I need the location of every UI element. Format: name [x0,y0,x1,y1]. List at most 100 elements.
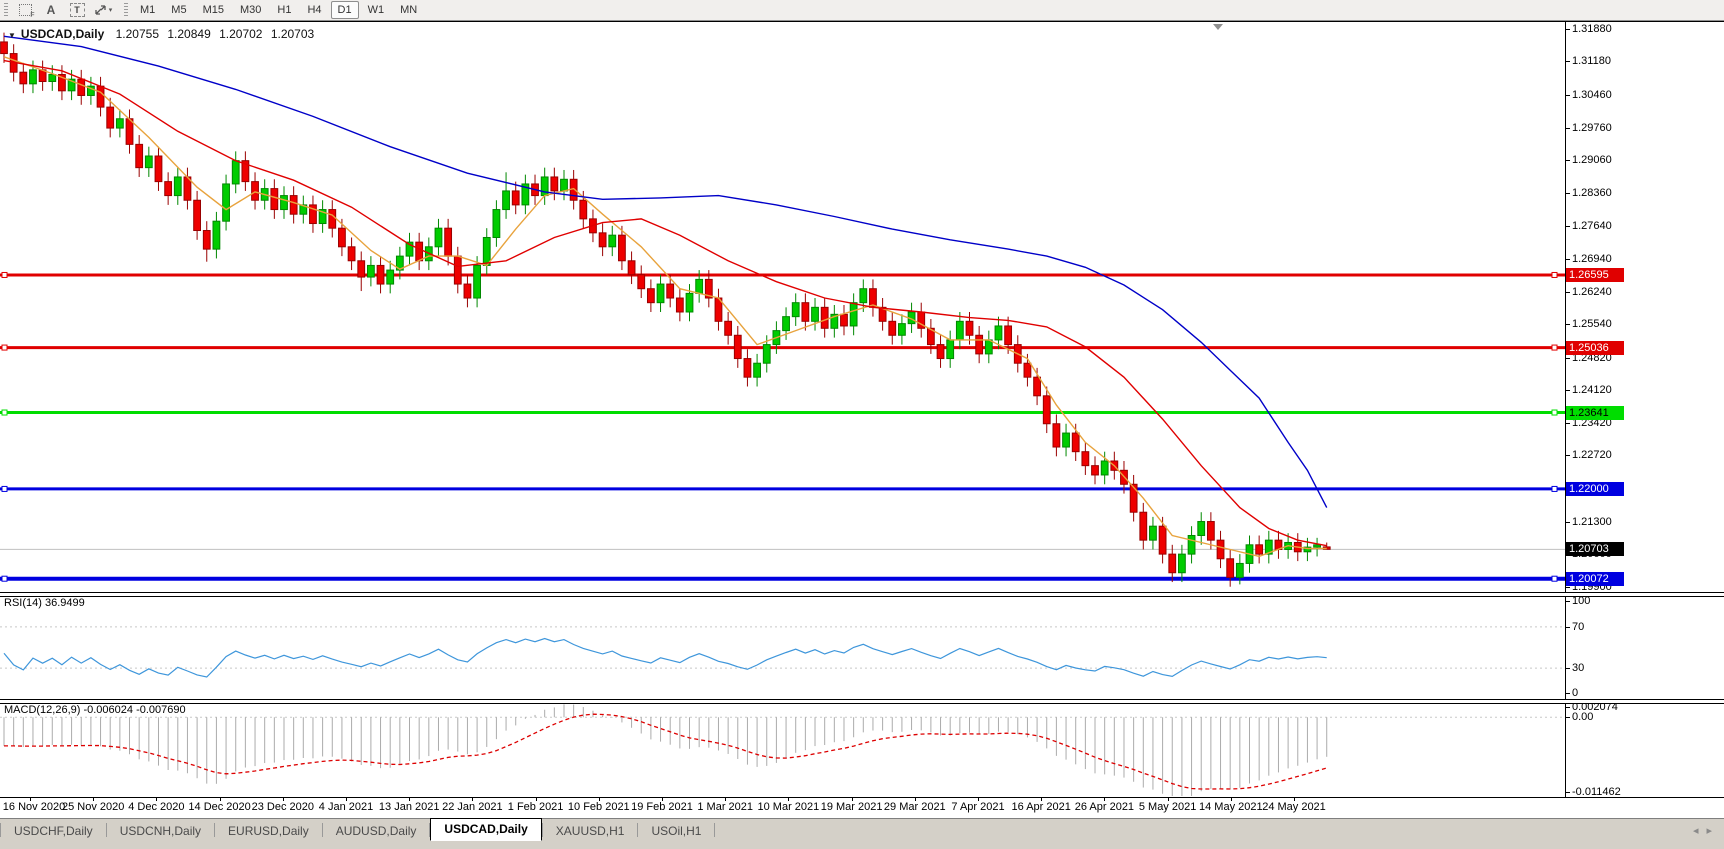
tab-audusd-daily[interactable]: AUDUSD,Daily [335,824,417,838]
date-label: 19 Mar 2021 [820,801,883,813]
price-axis-label: 1.21300 [1572,515,1612,528]
chart-window-top-border [0,21,1724,22]
label-tool-button[interactable]: A [40,1,62,19]
time-axis[interactable] [0,798,1724,818]
tab-xauusd-h1[interactable]: XAUUSD,H1 [555,824,625,838]
dotted-grid-icon: F [18,4,35,19]
freehand-tool-button[interactable]: F [14,1,36,19]
chart-symbol: USDCAD,Daily [20,27,105,41]
date-tick [725,798,727,801]
date-tick [346,798,347,801]
tab-divider [214,823,216,837]
timeframe-button-M1[interactable]: M1 [140,4,156,16]
top-toolbar: F A T ▾ M1 M5 M15 M30 H1 H4 D1 W1 MN [0,0,1724,21]
ohlc-close: 1.20703 [270,27,315,41]
text-box-icon: T [69,3,85,17]
price-axis-label: 1.23420 [1572,416,1612,429]
date-tick [1041,798,1043,801]
ohlc-open: 1.20755 [115,27,160,41]
panel-separator-rsi[interactable] [0,592,1724,597]
rsi-tick [1565,693,1570,694]
date-label: 13 Jan 2021 [378,801,440,813]
price-tick [1565,390,1570,392]
date-tick [1294,798,1295,801]
date-tick [472,798,474,801]
chart-background [0,22,1724,818]
tab-divider [0,823,1,837]
date-label: 5 May 2021 [1138,801,1197,813]
timeframe-button-W1[interactable]: W1 [367,4,385,16]
arrows-tool-button[interactable]: ▾ [92,1,114,19]
date-label: 4 Jan 2021 [318,801,374,813]
timeframe-button-H4[interactable]: H4 [307,4,322,16]
date-tick [978,798,979,801]
panel-separator-macd[interactable] [0,699,1724,704]
tab-scroll-right-icon[interactable]: ▸ [1706,824,1712,837]
tab-scroll-left-icon[interactable]: ◂ [1692,824,1699,837]
timeframe-button-D1[interactable]: D1 [330,1,359,19]
timeframe-button-M15[interactable]: M15 [202,4,224,16]
price-tick [1565,291,1570,293]
price-axis-label: 1.24820 [1572,351,1612,364]
price-tick [1565,61,1570,63]
timeframe-button-M30[interactable]: M30 [239,4,262,16]
date-label: 10 Feb 2021 [567,801,630,813]
price-tick [1565,521,1570,523]
timeframe-button-H1[interactable]: H1 [277,4,292,16]
date-tick [30,798,31,801]
price-tick [1565,226,1570,228]
tab-eurusd-daily[interactable]: EURUSD,Daily [228,824,309,838]
price-axis-label: 1.25540 [1572,318,1612,331]
text-tool-button[interactable]: T [66,1,88,19]
date-label: 23 Dec 2020 [251,801,314,813]
macd-axis-label: 0.002074 [1572,701,1618,713]
date-tick [535,798,537,801]
price-axis-label: 1.29760 [1572,121,1612,134]
date-tick [219,798,221,801]
timeframe-button-group: M1 M5 M15 M30 H1 H4 D1 W1 MN [132,1,425,19]
level-price-badge: 1.22000 [1566,481,1624,496]
price-tick [1565,422,1570,424]
macd-bottom-border [0,797,1724,798]
price-tick [1565,357,1570,359]
date-label: 29 Mar 2021 [883,801,946,813]
tab-divider [321,823,323,837]
timeframe-button-MN[interactable]: MN [400,4,418,16]
tab-divider [541,823,543,837]
rsi-indicator-label: RSI(14) 36.9499 [4,597,85,609]
level-price-badge: 1.20072 [1566,571,1624,586]
tab-usdcad-daily[interactable]: USDCAD,Daily [430,818,542,841]
date-tick [788,798,790,801]
price-tick [1565,258,1570,260]
toolbar-grip-2[interactable] [124,3,128,17]
date-label: 24 May 2021 [1262,801,1326,813]
tab-divider [429,823,431,837]
date-label: 26 Apr 2021 [1074,801,1135,813]
toolbar-grip[interactable] [4,3,8,17]
macd-tick [1565,707,1570,708]
date-tick [156,798,158,801]
tab-usdcnh-daily[interactable]: USDCNH,Daily [119,824,202,838]
price-tick [1565,28,1570,30]
price-tick [1565,192,1570,194]
chart-menu-arrow-icon[interactable]: ▼ [8,31,16,40]
tab-usdchf-daily[interactable]: USDCHF,Daily [14,824,93,838]
date-tick [93,798,95,801]
date-tick [1167,798,1169,801]
level-price-badge: 1.25036 [1566,340,1624,355]
ohlc-low: 1.20702 [219,27,263,41]
rsi-axis-label: 100 [1572,595,1591,607]
level-price-badge: 1.23641 [1566,405,1624,420]
date-tick [851,798,853,801]
chevron-down-icon: ▾ [108,7,113,14]
date-label: 14 Dec 2020 [188,801,251,813]
macd-tick [1565,792,1570,793]
timeframe-button-M5[interactable]: M5 [171,4,187,16]
date-tick [598,798,600,801]
rsi-tick [1565,626,1570,628]
date-label: 10 Mar 2021 [757,801,820,813]
tab-usoil-h1[interactable]: USOil,H1 [651,824,702,838]
diagonal-arrows-icon [95,5,106,15]
rsi-tick [1565,668,1570,670]
